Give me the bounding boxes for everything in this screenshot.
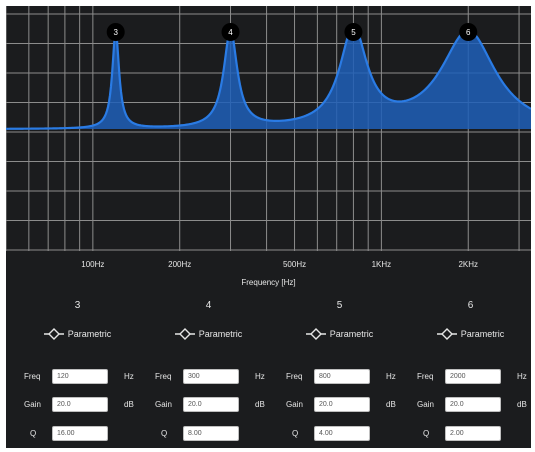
x-tick-label: 1KHz: [371, 260, 392, 269]
band-panel-4: 4 Parametric Freq Hz Gain dB Q: [143, 296, 274, 448]
gain-unit: dB: [255, 400, 265, 409]
q-input[interactable]: [314, 426, 370, 441]
band-number: 4: [205, 300, 212, 311]
q-label: Q: [423, 429, 430, 438]
eq-panel: 3 4 5 6 100Hz 200Hz 500Hz 1KHz 2KHz Frequen…: [6, 6, 531, 448]
x-tick-label: 100Hz: [81, 260, 105, 269]
band-marker-4[interactable]: 4: [221, 23, 240, 41]
filter-type-selector[interactable]: Parametric: [12, 328, 143, 340]
x-tick-label: 200Hz: [168, 260, 192, 269]
band-marker-label: 5: [351, 28, 356, 37]
freq-unit: Hz: [124, 372, 134, 381]
band-markers: 3 4 5 6: [106, 23, 478, 41]
gain-unit: dB: [517, 400, 527, 409]
gain-label: Gain: [24, 400, 41, 409]
band-marker-label: 4: [228, 28, 233, 37]
eq-response-fill: [6, 32, 531, 129]
band-marker-6[interactable]: 6: [459, 23, 478, 41]
freq-label: Freq: [286, 372, 303, 381]
q-label: Q: [30, 429, 37, 438]
gain-input[interactable]: [183, 397, 239, 412]
gain-input[interactable]: [445, 397, 501, 412]
gain-label: Gain: [155, 400, 172, 409]
band-marker-5[interactable]: 5: [344, 23, 363, 41]
freq-unit: Hz: [255, 372, 265, 381]
gain-unit: dB: [124, 400, 134, 409]
parametric-filter-icon: [305, 328, 326, 340]
freq-input[interactable]: [183, 369, 239, 384]
freq-unit: Hz: [386, 372, 396, 381]
gain-label: Gain: [417, 400, 434, 409]
band-number: 3: [74, 300, 81, 311]
band-panel-3: 3 Parametric Freq Hz Gain dB Q: [12, 296, 143, 448]
filter-type-selector[interactable]: Parametric: [274, 328, 405, 340]
filter-type-label: Parametric: [329, 329, 374, 339]
gain-unit: dB: [386, 400, 396, 409]
gain-input[interactable]: [314, 397, 370, 412]
freq-input[interactable]: [445, 369, 501, 384]
eq-response-curve: [6, 28, 531, 130]
band-marker-label: 3: [113, 28, 118, 37]
freq-label: Freq: [24, 372, 41, 381]
freq-label: Freq: [417, 372, 434, 381]
x-tick-label: 2KHz: [458, 260, 479, 269]
parametric-filter-icon: [174, 328, 195, 340]
x-tick-label: 500Hz: [282, 260, 307, 269]
band-panel-6: 6 Parametric Freq Hz Gain dB Q: [405, 296, 531, 448]
freq-unit: Hz: [517, 372, 527, 381]
gain-label: Gain: [286, 400, 303, 409]
freq-label: Freq: [155, 372, 172, 381]
freq-input[interactable]: [52, 369, 108, 384]
filter-type-selector[interactable]: Parametric: [405, 328, 531, 340]
q-input[interactable]: [52, 426, 108, 441]
gain-input[interactable]: [52, 397, 108, 412]
filter-type-label: Parametric: [460, 329, 505, 339]
filter-type-selector[interactable]: Parametric: [143, 328, 274, 340]
parametric-filter-icon: [436, 328, 457, 340]
q-input[interactable]: [445, 426, 501, 441]
filter-type-label: Parametric: [67, 329, 112, 339]
eq-response-graph[interactable]: 3 4 5 6: [6, 6, 531, 251]
freq-input[interactable]: [314, 369, 370, 384]
filter-type-label: Parametric: [198, 329, 243, 339]
q-label: Q: [292, 429, 299, 438]
x-axis-label: Frequency [Hz]: [241, 278, 296, 287]
band-number: 6: [467, 300, 474, 311]
q-label: Q: [161, 429, 168, 438]
band-marker-label: 6: [466, 28, 471, 37]
band-marker-3[interactable]: 3: [106, 23, 125, 41]
band-panel-5: 5 Parametric Freq Hz Gain dB Q: [274, 296, 405, 448]
q-input[interactable]: [183, 426, 239, 441]
band-number: 5: [336, 300, 343, 311]
parametric-filter-icon: [43, 328, 64, 340]
